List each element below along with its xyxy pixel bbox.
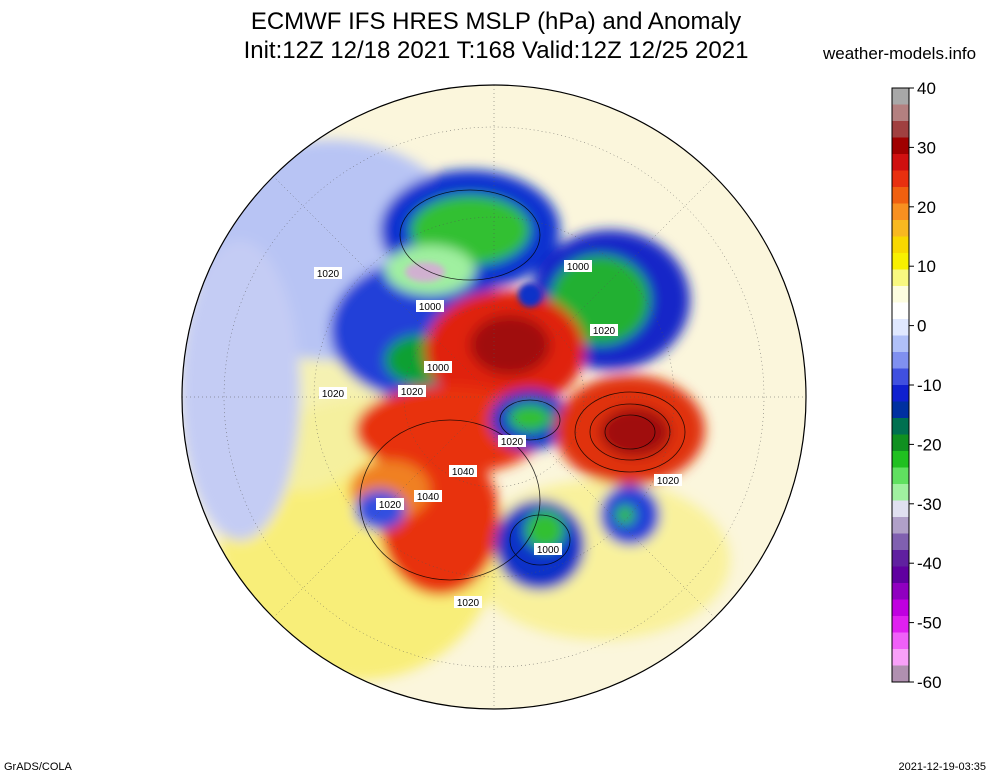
- svg-text:1000: 1000: [419, 302, 442, 313]
- colorbar-cell: [892, 236, 909, 254]
- contour-labels: 1020 1000 1000 1020 1000 1020 1020 1020 1040 1040…: [314, 260, 682, 609]
- svg-text:1020: 1020: [593, 326, 616, 337]
- svg-text:1020: 1020: [379, 500, 402, 511]
- colorbar-cell: [892, 418, 909, 435]
- anomaly-field: [182, 85, 806, 709]
- colorbar-tick-label: -20: [917, 435, 942, 454]
- map-subtitle: Init:12Z 12/18 2021 T:168 Valid:12Z 12/2…: [243, 37, 749, 64]
- contour-label: 1000: [564, 260, 592, 273]
- colorbar-cell: [892, 484, 909, 501]
- colorbar-tick-label: -60: [917, 673, 942, 692]
- colorbar-cell: [892, 319, 909, 336]
- colorbar-tick-label: -30: [917, 495, 942, 514]
- contour-label: 1020: [590, 324, 618, 337]
- colorbar-cell: [892, 352, 909, 369]
- colorbar-cell: [892, 467, 909, 485]
- colorbar-tick-label: -50: [917, 614, 942, 633]
- colorbar-cell: [892, 385, 909, 402]
- contour-label: 1040: [449, 465, 477, 478]
- colorbar-cell: [892, 286, 909, 303]
- colorbar-cell: [892, 583, 909, 600]
- contour-label: 1020: [498, 435, 526, 448]
- map-title: ECMWF IFS HRES MSLP (hPa) and Anomaly: [250, 8, 742, 35]
- colorbar-cell: [892, 302, 909, 320]
- contour-label: 1000: [534, 543, 562, 556]
- contour-label: 1020: [319, 387, 347, 400]
- colorbar-tick-label: 20: [917, 198, 936, 217]
- svg-text:1040: 1040: [452, 467, 475, 478]
- svg-text:1000: 1000: [567, 262, 590, 273]
- colorbar-cell: [892, 616, 909, 633]
- colorbar-cell: [892, 649, 909, 666]
- colorbar-cell: [892, 500, 909, 518]
- colorbar-cell: [892, 170, 909, 188]
- colorbar-cell: [892, 401, 909, 419]
- colorbar-cell: [892, 533, 909, 551]
- colorbar-cell: [892, 335, 909, 353]
- colorbar-cell: [892, 550, 909, 567]
- colorbar-cell: [892, 665, 909, 683]
- colorbar-cell: [892, 517, 909, 534]
- colorbar-tick-label: 10: [917, 257, 936, 276]
- colorbar-cell: [892, 368, 909, 386]
- colorbar-cell: [892, 253, 909, 270]
- contour-label: 1040: [414, 490, 442, 503]
- svg-text:1000: 1000: [537, 545, 560, 556]
- svg-text:1020: 1020: [457, 598, 480, 609]
- colorbar-cell: [892, 137, 909, 155]
- contour-label: 1020: [454, 596, 482, 609]
- colorbar-cell: [892, 104, 909, 122]
- svg-text:1020: 1020: [322, 389, 345, 400]
- svg-text:1020: 1020: [401, 387, 424, 398]
- svg-text:1020: 1020: [657, 476, 680, 487]
- colorbar-cell: [892, 599, 909, 617]
- contour-label: 1020: [376, 498, 404, 511]
- svg-text:1000: 1000: [427, 363, 450, 374]
- colorbar-cell: [892, 451, 909, 468]
- map-boundary: [181, 84, 807, 710]
- colorbar-cell: [892, 434, 909, 452]
- colorbar-tick-label: -40: [917, 554, 942, 573]
- colorbar-cell: [892, 187, 909, 204]
- site-label: weather-models.info: [823, 44, 977, 63]
- colorbar-cell: [892, 566, 909, 584]
- contour-label: 1020: [398, 385, 426, 398]
- colorbar-tick-label: 30: [917, 138, 936, 157]
- footer-timestamp: 2021-12-19-03:35: [898, 761, 986, 773]
- colorbar-cell: [892, 632, 909, 650]
- svg-text:1020: 1020: [501, 437, 524, 448]
- colorbar-cell: [892, 88, 909, 105]
- contour-label: 1000: [424, 361, 452, 374]
- colorbar-tick-label: -10: [917, 376, 942, 395]
- colorbar-tick-label: 40: [917, 79, 936, 98]
- contour-label: 1000: [416, 300, 444, 313]
- colorbar-cell: [892, 121, 909, 138]
- colorbar-tick-label: 0: [917, 317, 926, 336]
- contour-label: 1020: [654, 474, 682, 487]
- svg-text:1040: 1040: [417, 492, 440, 503]
- footer-credit: GrADS/COLA: [4, 761, 72, 773]
- colorbar-cell: [892, 203, 909, 221]
- contour-label: 1020: [314, 267, 342, 280]
- colorbar-cell: [892, 154, 909, 171]
- graticule: [182, 85, 806, 709]
- colorbar-cell: [892, 269, 909, 287]
- svg-text:1020: 1020: [317, 269, 340, 280]
- colorbar-cell: [892, 220, 909, 237]
